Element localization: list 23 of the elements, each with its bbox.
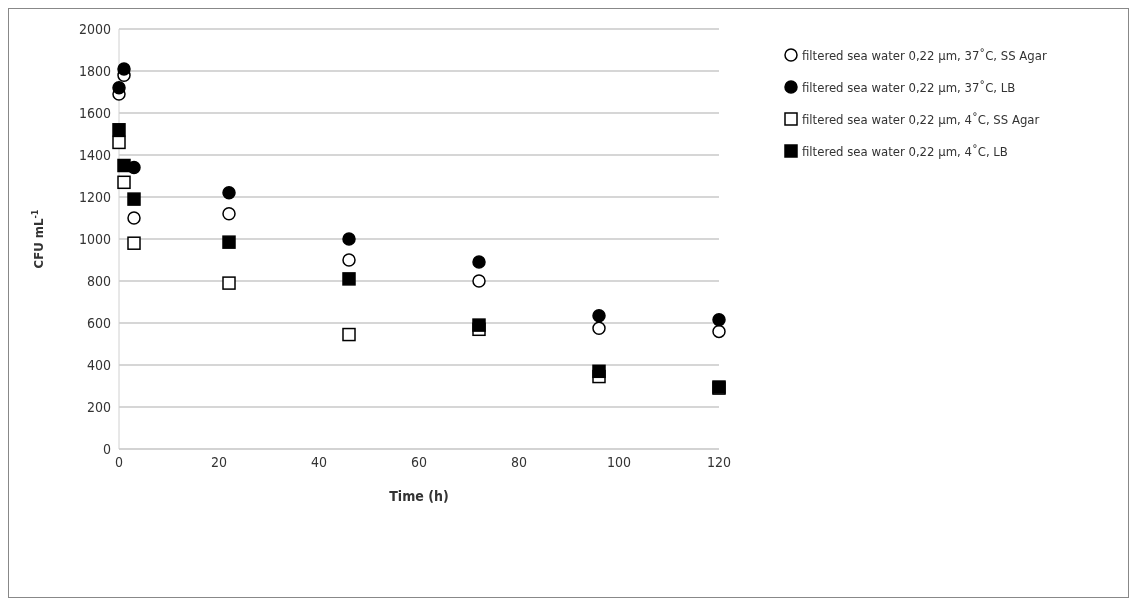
y-tick-label: 800 (86, 272, 111, 289)
y-tick-label: 1200 (78, 188, 111, 205)
legend-label: filtered sea water 0,22 µm, 37˚C, LB (802, 79, 1016, 95)
y-tick-label: 1400 (78, 146, 111, 163)
x-tick-label: 20 (210, 453, 228, 470)
x-tick-label: 100 (606, 453, 632, 470)
legend-label: filtered sea water 0,22 µm, 37˚C, SS Agar (802, 47, 1047, 63)
y-tick-label: 1800 (78, 62, 111, 79)
x-tick-label: 120 (706, 453, 732, 470)
legend-label: filtered sea water 0,22 µm, 4˚C, LB (802, 143, 1008, 159)
y-tick-label: 1000 (78, 230, 111, 247)
y-tick-label: 400 (86, 356, 111, 373)
x-tick-label: 60 (410, 453, 428, 470)
y-tick-label: 2000 (78, 20, 111, 37)
y-tick-label: 1600 (78, 104, 111, 121)
y-tick-label: 200 (86, 398, 111, 415)
x-tick-label: 80 (510, 453, 528, 470)
x-tick-label: 40 (310, 453, 328, 470)
x-axis-title: Time (h) (389, 488, 449, 504)
y-tick-label: 0 (102, 440, 111, 457)
x-tick-label: 0 (114, 453, 124, 470)
y-tick-label: 600 (86, 314, 111, 331)
legend-label: filtered sea water 0,22 µm, 4˚C, SS Agar (802, 111, 1040, 127)
